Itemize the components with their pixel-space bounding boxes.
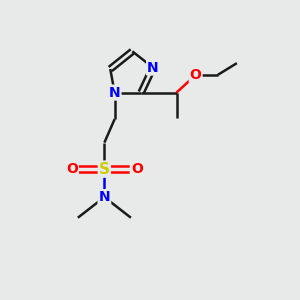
Text: O: O xyxy=(131,162,143,176)
Text: N: N xyxy=(98,190,110,204)
Text: N: N xyxy=(109,85,121,100)
Text: S: S xyxy=(99,162,110,177)
Text: O: O xyxy=(190,68,202,82)
Text: O: O xyxy=(66,162,78,176)
Text: N: N xyxy=(147,61,159,75)
